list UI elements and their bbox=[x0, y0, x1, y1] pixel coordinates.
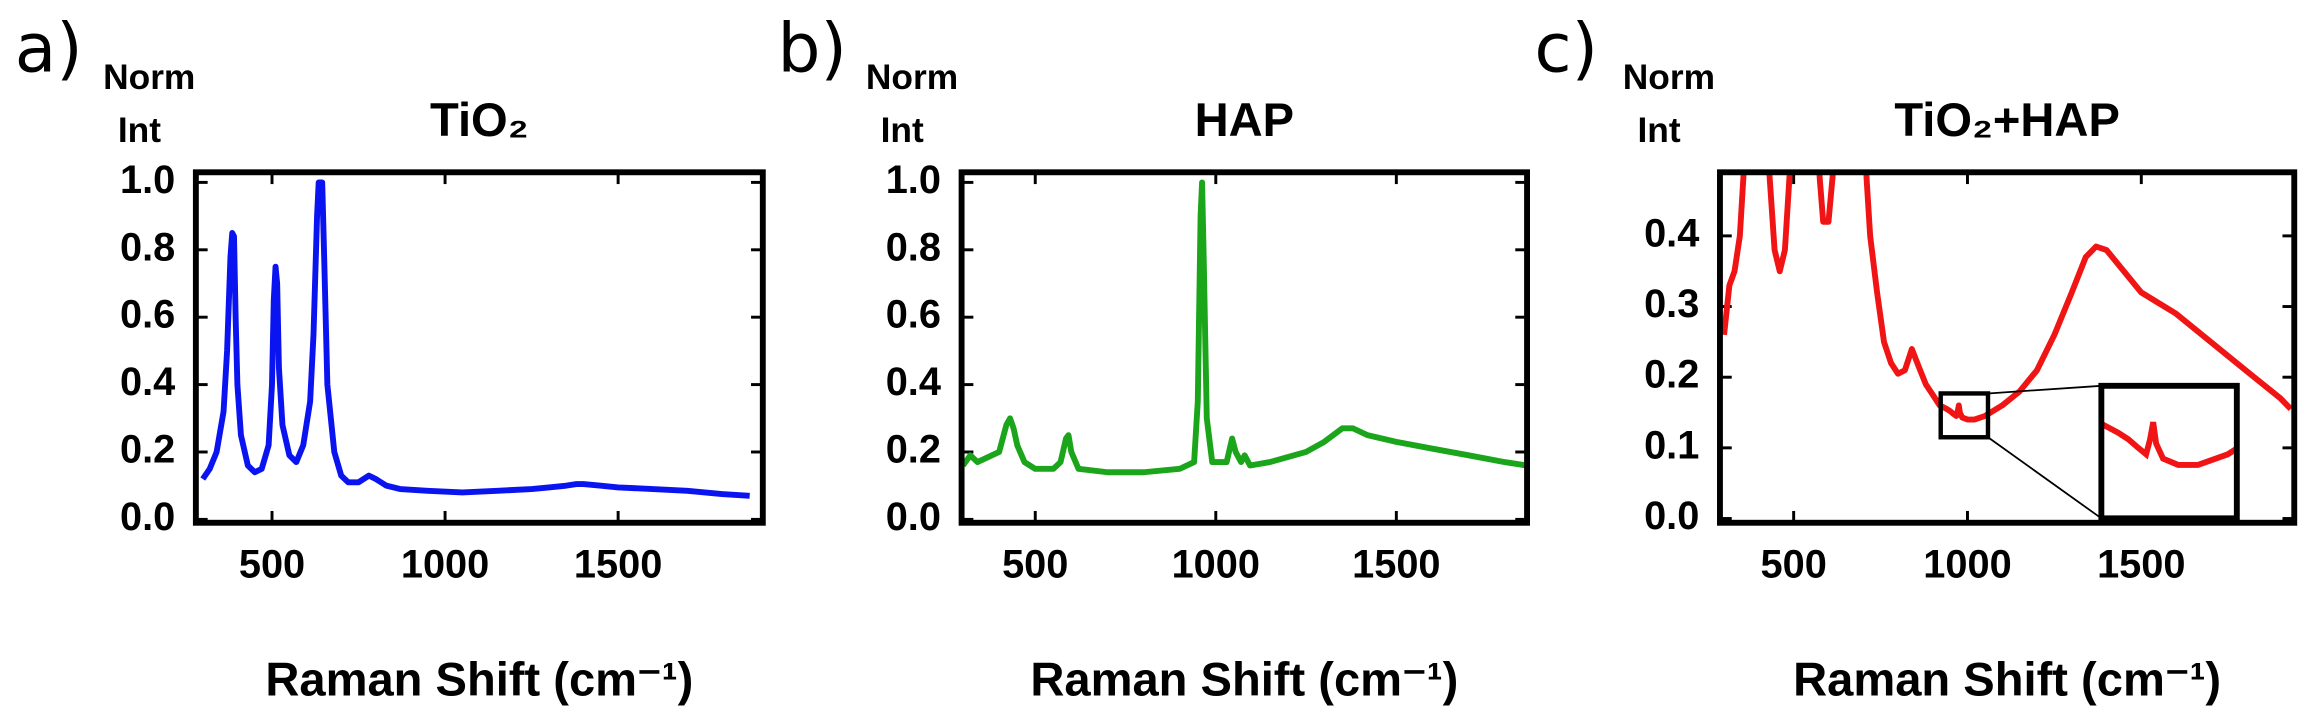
inset-bg bbox=[2101, 385, 2237, 519]
x-tick-label: 1500 bbox=[2097, 542, 2185, 586]
panel-label: c) bbox=[1534, 9, 1598, 88]
x-tick-label: 1000 bbox=[1923, 542, 2011, 586]
y-tick-label: 0.0 bbox=[120, 495, 175, 539]
y-tick-label: 0.4 bbox=[120, 360, 175, 404]
y-tick-label: 0.2 bbox=[886, 427, 941, 471]
chart-title: TiO₂+HAP bbox=[1894, 93, 2120, 146]
zoom-connector bbox=[1987, 384, 2102, 395]
panel-label: a) bbox=[15, 9, 83, 88]
data-line bbox=[961, 179, 1527, 476]
y-label: Norm bbox=[866, 58, 958, 97]
y-tick-label: 1.0 bbox=[886, 158, 941, 202]
x-label: Raman Shift (cm⁻¹) bbox=[1793, 653, 2221, 706]
x-tick-label: 1000 bbox=[401, 542, 489, 586]
x-tick-label: 1000 bbox=[1172, 542, 1260, 586]
x-tick-label: 1500 bbox=[1352, 542, 1440, 586]
y-tick-label: 0.0 bbox=[1644, 494, 1699, 538]
y-tick-label: 0.2 bbox=[1644, 353, 1699, 397]
y-tick-label: 0.8 bbox=[120, 225, 175, 269]
data-line bbox=[1721, 172, 2293, 423]
x-tick-label: 500 bbox=[1002, 542, 1068, 586]
y-tick-label: 1.0 bbox=[120, 158, 175, 202]
y-label: Int bbox=[1637, 111, 1680, 150]
x-tick-label: 500 bbox=[239, 542, 305, 586]
y-label: Norm bbox=[103, 58, 195, 97]
x-label: Raman Shift (cm⁻¹) bbox=[265, 653, 693, 706]
y-tick-label: 0.2 bbox=[120, 427, 175, 471]
chart-title: TiO₂ bbox=[430, 93, 529, 146]
y-tick-label: 0.0 bbox=[886, 495, 941, 539]
y-tick-label: 0.4 bbox=[1644, 211, 1699, 255]
y-tick-label: 0.8 bbox=[886, 225, 941, 269]
panel-label: b) bbox=[778, 9, 847, 88]
y-tick-label: 0.4 bbox=[886, 360, 941, 404]
chart-title: HAP bbox=[1195, 93, 1294, 146]
x-tick-label: 1500 bbox=[574, 542, 662, 586]
y-tick-label: 0.6 bbox=[120, 293, 175, 337]
y-tick-label: 0.1 bbox=[1644, 423, 1699, 467]
inset-frame bbox=[2098, 382, 2240, 522]
plot-frame bbox=[1717, 169, 2298, 526]
data-line bbox=[200, 179, 750, 499]
x-tick-label: 500 bbox=[1760, 542, 1826, 586]
y-label: Int bbox=[118, 111, 161, 150]
y-tick-label: 0.6 bbox=[886, 293, 941, 337]
y-tick-label: 0.3 bbox=[1644, 282, 1699, 326]
y-label: Int bbox=[881, 111, 924, 150]
x-label: Raman Shift (cm⁻¹) bbox=[1030, 653, 1458, 706]
plot-frame bbox=[192, 169, 766, 526]
plot-frame bbox=[958, 169, 1531, 526]
y-label: Norm bbox=[1623, 58, 1715, 97]
zoom-connector bbox=[1987, 436, 2102, 520]
zoom-box bbox=[1938, 391, 1991, 440]
